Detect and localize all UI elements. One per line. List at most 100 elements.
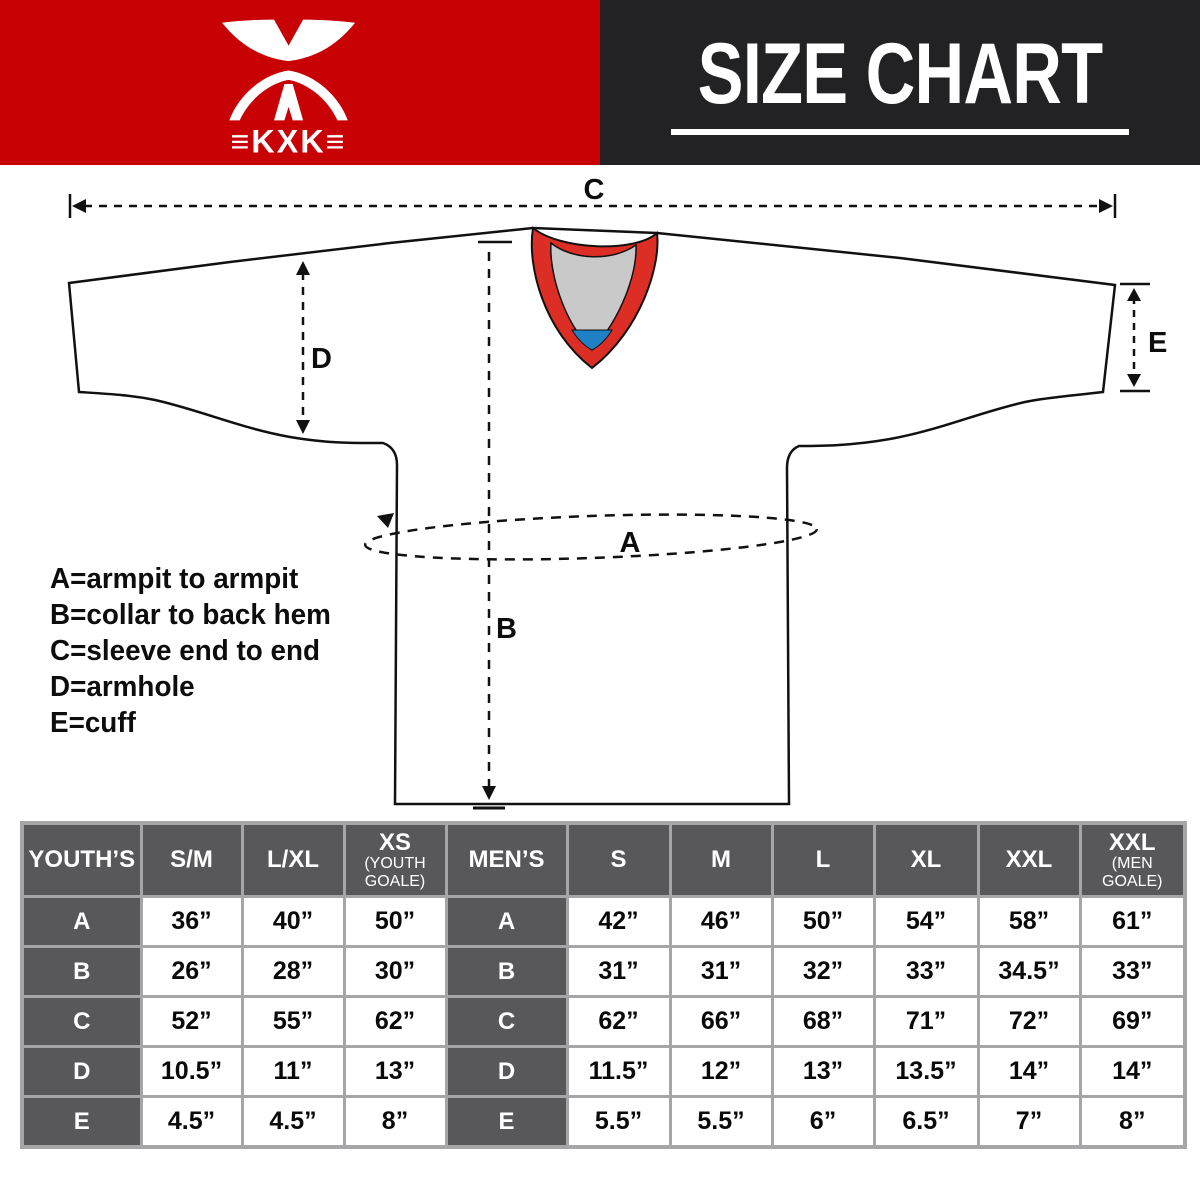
page-header: ≡KXK≡ SIZE CHART xyxy=(0,0,1200,165)
legend-line-e: E=cuff xyxy=(50,707,136,739)
size-table-section: YOUTH’S S/M L/XL XS (YOUTH GOALE) MEN’S S M L XL X… xyxy=(20,821,1187,1149)
men-value-C-2: 68” xyxy=(770,995,876,1048)
men-value-E-3: 6.5” xyxy=(872,1095,980,1149)
men-value-A-1: 46” xyxy=(668,895,774,948)
men-value-B-5: 33” xyxy=(1078,945,1187,998)
men-col-header-4: XXL xyxy=(976,821,1082,898)
brand-logo-text: ≡KXK≡ xyxy=(231,123,347,159)
youth-row-label-C: C xyxy=(20,995,143,1048)
men-col-header-1: M xyxy=(668,821,774,898)
legend-line-c: C=sleeve end to end xyxy=(50,635,320,667)
collar-inner xyxy=(550,241,637,352)
men-value-B-4: 34.5” xyxy=(976,945,1082,998)
men-row-label-B: B xyxy=(444,945,569,998)
men-value-A-0: 42” xyxy=(565,895,672,948)
measure-b-arrow xyxy=(473,240,512,810)
table-row-A: A 36” 40” 50” A 42” 46” 50” 54” 58” 61” xyxy=(20,895,1187,948)
youth-col-header-0: S/M xyxy=(139,821,244,898)
youth-row-label-A: A xyxy=(20,895,143,948)
youth-value-D-2: 13” xyxy=(342,1045,448,1098)
measure-a-ellipse xyxy=(363,513,819,561)
men-value-E-0: 5.5” xyxy=(565,1095,672,1149)
men-section-header: MEN’S xyxy=(444,821,569,898)
men-col-header-3: XL xyxy=(872,821,980,898)
logo-chevron-icon xyxy=(274,83,304,120)
youth-col-header-2: XS (YOUTH GOALE) xyxy=(342,821,448,898)
men-value-E-2: 6” xyxy=(770,1095,876,1149)
youth-value-E-0: 4.5” xyxy=(139,1095,244,1149)
men-col-header-5: XXL (MEN GOALE) xyxy=(1078,821,1187,898)
collar-accent xyxy=(571,329,613,351)
men-value-E-5: 8” xyxy=(1078,1095,1187,1149)
logo-wings-icon xyxy=(222,19,356,61)
men-value-E-4: 7” xyxy=(976,1095,1082,1149)
page-title: SIZE CHART xyxy=(697,25,1104,122)
youth-value-A-2: 50” xyxy=(342,895,448,948)
youth-col-header-2-sub: (YOUTH GOALE) xyxy=(364,855,426,890)
men-value-D-5: 14” xyxy=(1078,1045,1187,1098)
brand-panel: ≡KXK≡ xyxy=(0,0,600,165)
youth-value-E-2: 8” xyxy=(342,1095,448,1149)
youth-value-A-0: 36” xyxy=(139,895,244,948)
men-value-D-4: 14” xyxy=(976,1045,1082,1098)
youth-value-C-0: 52” xyxy=(139,995,244,1048)
youth-section-header: YOUTH’S xyxy=(20,821,143,898)
jersey-measurement-diagram: C D E B A xyxy=(67,174,1167,810)
men-value-C-4: 72” xyxy=(976,995,1082,1048)
youth-value-E-1: 4.5” xyxy=(240,1095,346,1149)
youth-value-D-1: 11” xyxy=(240,1045,346,1098)
title-underline xyxy=(671,128,1129,135)
youth-row-label-D: D xyxy=(20,1045,143,1098)
kxk-logo: ≡KXK≡ xyxy=(222,19,356,159)
title-panel: SIZE CHART xyxy=(600,0,1200,165)
measure-a-label: A xyxy=(620,527,641,559)
logo-arch-icon xyxy=(229,70,348,120)
table-row-C: C 52” 55” 62” C 62” 66” 68” 71” 72” 69” xyxy=(20,995,1187,1048)
men-row-label-D: D xyxy=(444,1045,569,1098)
measure-e-label: E xyxy=(1148,327,1167,359)
men-value-D-2: 13” xyxy=(770,1045,876,1098)
men-value-E-1: 5.5” xyxy=(668,1095,774,1149)
table-header-row: YOUTH’S S/M L/XL XS (YOUTH GOALE) MEN’S S M L XL X… xyxy=(20,821,1187,898)
men-value-D-0: 11.5” xyxy=(565,1045,672,1098)
men-value-C-0: 62” xyxy=(565,995,672,1048)
youth-value-A-1: 40” xyxy=(240,895,346,948)
men-value-A-3: 54” xyxy=(872,895,980,948)
table-row-B: B 26” 28” 30” B 31” 31” 32” 33” 34.5” 33” xyxy=(20,945,1187,998)
men-row-label-C: C xyxy=(444,995,569,1048)
men-row-label-E: E xyxy=(444,1095,569,1149)
men-col-header-5-sub: (MEN GOALE) xyxy=(1102,855,1163,890)
men-value-D-1: 12” xyxy=(668,1045,774,1098)
measure-e-arrow xyxy=(1120,282,1150,393)
table-row-D: D 10.5” 11” 13” D 11.5” 12” 13” 13.5” 14” 14” xyxy=(20,1045,1187,1098)
measure-d-label: D xyxy=(311,343,332,375)
men-value-B-1: 31” xyxy=(668,945,774,998)
men-value-B-2: 32” xyxy=(770,945,876,998)
table-row-E: E 4.5” 4.5” 8” E 5.5” 5.5” 6” 6.5” 7” 8” xyxy=(20,1095,1187,1149)
measure-d-arrow xyxy=(296,261,310,434)
youth-row-label-B: B xyxy=(20,945,143,998)
youth-value-C-1: 55” xyxy=(240,995,346,1048)
men-value-C-5: 69” xyxy=(1078,995,1187,1048)
men-value-C-1: 66” xyxy=(668,995,774,1048)
men-col-header-2: L xyxy=(770,821,876,898)
youth-value-D-0: 10.5” xyxy=(139,1045,244,1098)
measure-c-label: C xyxy=(584,174,605,206)
men-value-A-2: 50” xyxy=(770,895,876,948)
legend-line-a: A=armpit to armpit xyxy=(50,563,299,595)
youth-col-header-1: L/XL xyxy=(240,821,346,898)
measure-b-label: B xyxy=(496,613,517,645)
men-row-label-A: A xyxy=(444,895,569,948)
youth-value-B-1: 28” xyxy=(240,945,346,998)
men-value-B-3: 33” xyxy=(872,945,980,998)
men-value-C-3: 71” xyxy=(872,995,980,1048)
legend-line-b: B=collar to back hem xyxy=(50,599,331,631)
men-col-header-0: S xyxy=(565,821,672,898)
youth-value-C-2: 62” xyxy=(342,995,448,1048)
legend-line-d: D=armhole xyxy=(50,671,195,703)
measure-c-arrow xyxy=(68,194,1117,218)
men-value-A-4: 58” xyxy=(976,895,1082,948)
men-value-B-0: 31” xyxy=(565,945,672,998)
size-chart-table: YOUTH’S S/M L/XL XS (YOUTH GOALE) MEN’S S M L XL X… xyxy=(20,821,1187,1149)
